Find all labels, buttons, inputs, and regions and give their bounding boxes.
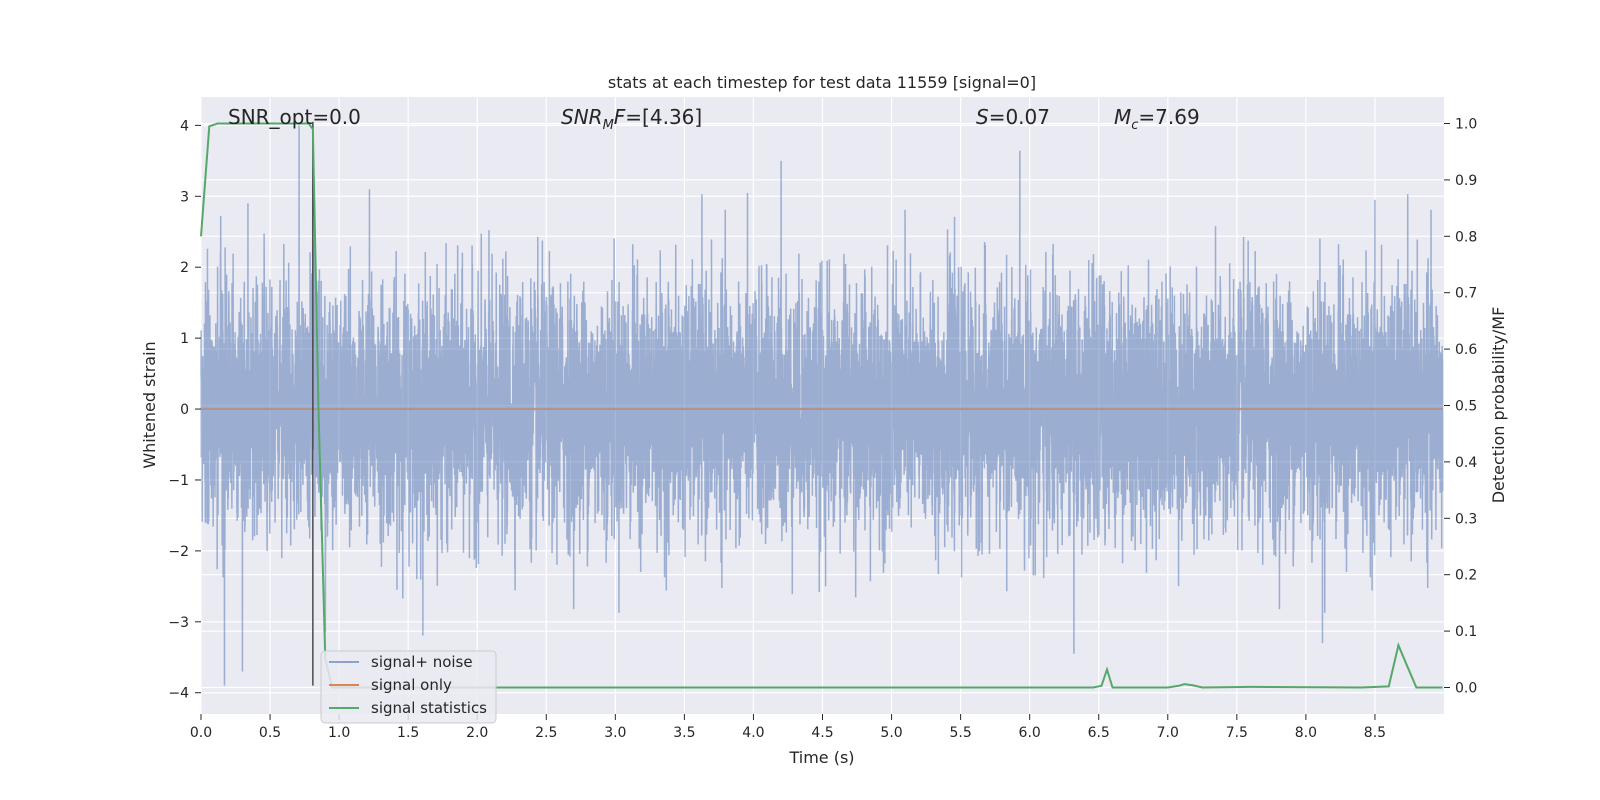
x-tick-label: 4.0 bbox=[742, 725, 764, 741]
y-right-tick-label: 0.1 bbox=[1455, 624, 1477, 640]
chart-title: stats at each timestep for test data 115… bbox=[608, 73, 1036, 92]
x-tick-label: 2.5 bbox=[535, 725, 557, 741]
annotation-s-value: S=0.07 bbox=[976, 105, 1050, 129]
x-tick-label: 7.0 bbox=[1157, 725, 1179, 741]
y-axis-left-ticks: 4 3 2 1 0 −1 −2 −3 −4 bbox=[168, 118, 201, 702]
y-left-tick-label: −2 bbox=[168, 544, 189, 560]
x-axis-ticks: 0.0 0.5 1.0 1.5 2.0 2.5 3.0 3.5 4.0 4.5 5.0 5.5 6.0 6… bbox=[190, 714, 1386, 741]
x-tick-label: 6.0 bbox=[1019, 725, 1041, 741]
annotation-snr-opt: SNR_opt=0.0 bbox=[228, 105, 361, 129]
y-right-tick-label: 0.7 bbox=[1455, 286, 1477, 302]
y-right-tick-label: 1.0 bbox=[1455, 117, 1477, 133]
y-left-tick-label: 2 bbox=[180, 260, 189, 276]
y-axis-right-label: Detection probability/MF bbox=[1489, 307, 1508, 504]
y-left-tick-label: −4 bbox=[168, 686, 189, 702]
x-tick-label: 2.0 bbox=[466, 725, 488, 741]
y-right-tick-label: 0.9 bbox=[1455, 173, 1477, 189]
x-tick-label: 4.5 bbox=[811, 725, 833, 741]
x-tick-label: 1.5 bbox=[397, 725, 419, 741]
x-tick-label: 5.5 bbox=[949, 725, 971, 741]
x-tick-label: 0.0 bbox=[190, 725, 212, 741]
legend-label-signal-statistics: signal statistics bbox=[371, 699, 487, 717]
annotation-snr-mf: SNRMF=[4.36] bbox=[561, 105, 702, 133]
legend-label-signal-only: signal only bbox=[371, 676, 452, 694]
series-signal-statistics-line bbox=[200, 122, 1443, 689]
x-axis-label: Time (s) bbox=[788, 748, 854, 767]
x-tick-label: 3.5 bbox=[673, 725, 695, 741]
y-right-tick-label: 0.2 bbox=[1455, 568, 1477, 584]
y-right-tick-label: 0.6 bbox=[1455, 342, 1477, 358]
legend: signal+ noise signal only signal statist… bbox=[320, 650, 497, 724]
y-left-tick-label: 1 bbox=[180, 331, 189, 347]
x-tick-label: 8.5 bbox=[1364, 725, 1386, 741]
y-left-tick-label: 0 bbox=[180, 402, 189, 418]
y-right-tick-label: 0.0 bbox=[1455, 680, 1477, 696]
y-left-tick-label: −1 bbox=[168, 473, 189, 489]
x-tick-label: 0.5 bbox=[259, 725, 281, 741]
signal-statistics-series bbox=[200, 122, 1443, 689]
y-right-tick-label: 0.4 bbox=[1455, 455, 1477, 471]
y-right-tick-label: 0.5 bbox=[1455, 399, 1477, 415]
series-signal-plus-noise-line bbox=[200, 121, 1444, 686]
annotation-mc-value: Mc=7.69 bbox=[1114, 105, 1200, 133]
x-tick-label: 7.5 bbox=[1226, 725, 1248, 741]
y-right-tick-label: 0.3 bbox=[1455, 511, 1477, 527]
legend-box bbox=[320, 650, 497, 724]
y-left-tick-label: −3 bbox=[168, 615, 189, 631]
signal-plus-noise-series bbox=[200, 121, 1444, 686]
y-left-tick-label: 4 bbox=[180, 118, 189, 134]
legend-label-signal-noise: signal+ noise bbox=[371, 653, 473, 671]
x-tick-label: 3.0 bbox=[604, 725, 626, 741]
y-axis-left-label: Whitened strain bbox=[140, 341, 159, 468]
x-tick-label: 1.0 bbox=[328, 725, 350, 741]
y-right-tick-label: 0.8 bbox=[1455, 229, 1477, 245]
y-left-tick-label: 3 bbox=[180, 189, 189, 205]
y-axis-right-ticks: 1.0 0.9 0.8 0.7 0.6 0.5 0.4 0.3 0.2 0.1 0.0 bbox=[1444, 117, 1477, 696]
x-tick-label: 6.5 bbox=[1088, 725, 1110, 741]
x-tick-label: 5.0 bbox=[880, 725, 902, 741]
x-tick-label: 8.0 bbox=[1295, 725, 1317, 741]
